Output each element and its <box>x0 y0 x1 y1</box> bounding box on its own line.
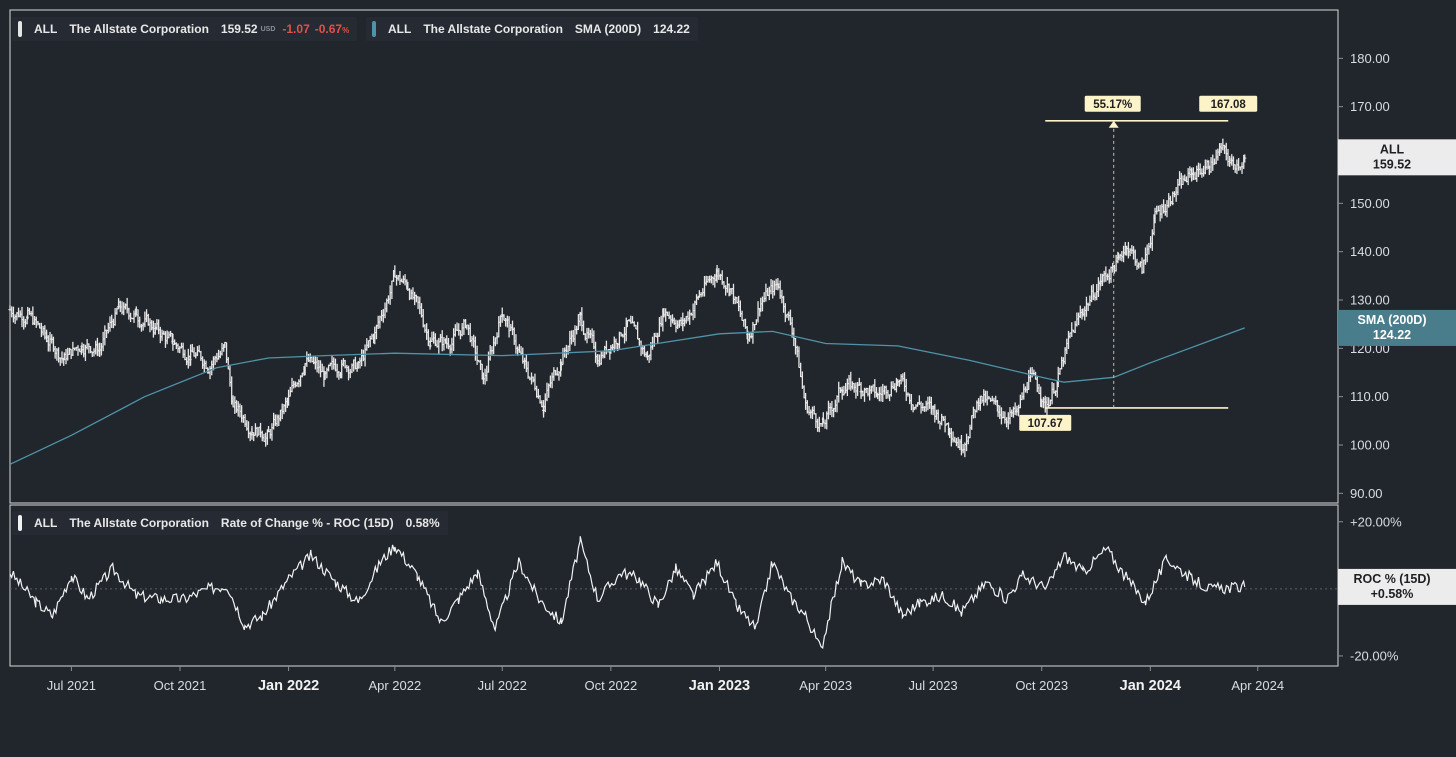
x-tick-label: Jul 2021 <box>47 678 96 693</box>
price-y-tick-label: 170.00 <box>1350 99 1390 114</box>
high-tag-box <box>1199 95 1258 112</box>
x-tick-label: Jul 2022 <box>478 678 527 693</box>
price-legend[interactable]: ALL The Allstate Corporation 159.52 USD … <box>12 17 358 41</box>
x-tick-label: Jul 2023 <box>909 678 958 693</box>
price-legend-color <box>18 21 22 37</box>
price-y-tick-label: 110.00 <box>1350 389 1389 404</box>
x-tick-label: Apr 2022 <box>368 678 421 693</box>
x-tick-label: Oct 2023 <box>1015 678 1068 693</box>
change-tag: 55.17% <box>1084 95 1141 112</box>
sma-legend[interactable]: ALL The Allstate Corporation SMA (200D) … <box>366 17 698 41</box>
change-tag-label: 55.17% <box>1093 99 1132 111</box>
low-tag: 107.67 <box>1019 414 1072 431</box>
roc-last-tag-box <box>1338 568 1456 605</box>
sma-legend-indicator: SMA (200D) <box>574 22 642 36</box>
price-y-tick-label: 90.00 <box>1350 486 1383 501</box>
sma-tag: SMA (200D)124.22 <box>1338 309 1456 346</box>
roc-legend-indicator: Rate of Change % - ROC (15D) <box>220 516 394 530</box>
price-y-tick-label: 140.00 <box>1350 244 1390 259</box>
high-tag-label: 167.08 <box>1211 99 1247 111</box>
x-tick-label: Jan 2024 <box>1120 678 1181 694</box>
x-tick-label: Oct 2021 <box>154 678 207 693</box>
last-price-tag-value: 159.52 <box>1373 157 1411 171</box>
roc-last-tag: ROC % (15D)+0.58% <box>1338 568 1456 605</box>
price-legend-name: The Allstate Corporation <box>69 22 209 36</box>
roc-legend-ticker: ALL <box>34 516 58 530</box>
sma-line <box>9 327 1245 465</box>
x-tick-label: Jan 2023 <box>689 678 750 694</box>
roc-y-tick-label: -20.00% <box>1350 648 1399 663</box>
roc-legend-color <box>18 515 22 531</box>
price-legend-price: 159.52 <box>220 22 258 36</box>
change-tag-box <box>1084 95 1141 112</box>
roc-legend-name: The Allstate Corporation <box>69 516 209 530</box>
sma-tag-box <box>1338 309 1456 346</box>
sma-legend-ticker: ALL <box>388 22 412 36</box>
price-bars-group <box>8 138 1247 458</box>
last-price-tag-box <box>1338 139 1456 176</box>
change-arrow <box>1108 120 1119 128</box>
sma-legend-color <box>372 21 376 37</box>
sma-tag-value: 124.22 <box>1373 328 1411 342</box>
sma-tag-label: SMA (200D) <box>1358 313 1427 327</box>
roc-last-tag-label: ROC % (15D) <box>1353 572 1430 586</box>
roc-legend-value: 0.58% <box>405 516 440 530</box>
price-y-tick-label: 180.00 <box>1350 51 1390 66</box>
sma-legend-value: 124.22 <box>653 22 690 36</box>
high-tag: 167.08 <box>1199 95 1258 112</box>
price-y-tick-label: 150.00 <box>1350 196 1390 211</box>
price-legend-ticker: ALL <box>34 22 58 36</box>
x-tick-label: Oct 2022 <box>584 678 637 693</box>
roc-last-tag-value: +0.58% <box>1371 587 1414 601</box>
roc-legend[interactable]: ALL The Allstate Corporation Rate of Cha… <box>12 511 448 535</box>
price-legend-change: -1.07 <box>282 22 310 36</box>
measure-annotation: 107.67 167.08 55.17% <box>1019 95 1258 431</box>
price-y-tick-label: 100.00 <box>1350 438 1390 453</box>
x-tick-label: Apr 2023 <box>799 678 852 693</box>
x-tick-label: Apr 2024 <box>1231 678 1284 693</box>
last-price-tag-ticker: ALL <box>1380 142 1405 156</box>
price-y-tick-label: 130.00 <box>1350 293 1390 308</box>
sma-legend-name: The Allstate Corporation <box>423 22 563 36</box>
low-tag-box <box>1019 414 1072 431</box>
price-legend-change-pct: -0.67% <box>314 22 350 36</box>
x-tick-label: Jan 2022 <box>258 678 319 694</box>
low-tag-label: 107.67 <box>1028 418 1063 430</box>
price-panel-frame <box>9 9 1339 504</box>
roc-y-tick-label: +20.00% <box>1350 514 1402 529</box>
roc-line <box>9 536 1246 649</box>
price-legend-currency: USD <box>260 25 276 33</box>
